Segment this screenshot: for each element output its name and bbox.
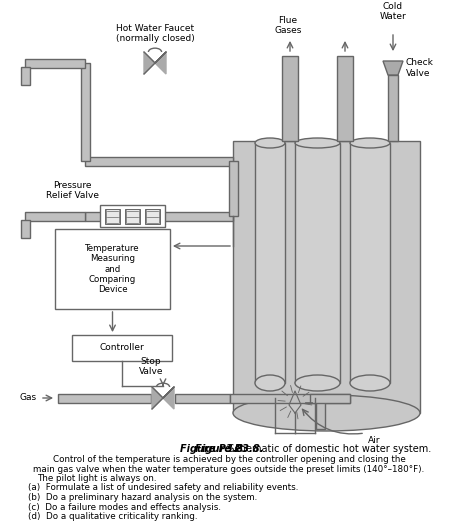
Bar (233, 141, 420, 413)
Text: Control of the temperature is achieved by the controller opening and closing the: Control of the temperature is achieved b… (53, 455, 405, 464)
Bar (315, 398, 325, 429)
Bar (21, 220, 29, 238)
Text: Pressure
Relief Valve: Pressure Relief Valve (45, 181, 99, 200)
Bar (350, 143, 390, 383)
Bar (25, 58, 85, 67)
Bar (337, 56, 353, 141)
Ellipse shape (255, 138, 285, 148)
Text: Controller: Controller (100, 344, 145, 353)
Bar (58, 393, 151, 402)
Text: (d)  Do a qualitative criticality ranking.: (d) Do a qualitative criticality ranking… (28, 512, 197, 521)
Text: (a)  Formulate a list of undesired safety and reliability events.: (a) Formulate a list of undesired safety… (28, 484, 298, 492)
Bar (105, 209, 120, 224)
Bar (175, 393, 230, 402)
Bar (295, 143, 340, 383)
Text: Schematic of domestic hot water system.: Schematic of domestic hot water system. (222, 444, 431, 454)
Bar (100, 205, 165, 227)
Text: Cold
Water: Cold Water (380, 2, 406, 21)
Text: Figure P3.8.: Figure P3.8. (180, 444, 247, 454)
Bar (230, 393, 350, 402)
Ellipse shape (350, 375, 390, 391)
Text: Figure P3.8.: Figure P3.8. (195, 444, 263, 454)
Bar (388, 75, 398, 141)
Bar (255, 143, 285, 383)
Bar (229, 161, 237, 216)
Bar (310, 393, 350, 402)
Bar (282, 56, 298, 141)
Text: main gas valve when the water temperature goes outside the preset limits (140°–1: main gas valve when the water temperatur… (34, 465, 425, 474)
Ellipse shape (350, 138, 390, 148)
Bar (72, 335, 172, 361)
Text: Figure P3.8.  Schematic of domestic hot water system.: Figure P3.8. Schematic of domestic hot w… (96, 444, 362, 454)
Bar (21, 67, 29, 85)
Text: Flue
Gases: Flue Gases (274, 15, 302, 35)
Bar (125, 209, 140, 224)
Text: Stop
Valve: Stop Valve (139, 357, 163, 376)
Text: (b)  Do a preliminary hazard analysis on the system.: (b) Do a preliminary hazard analysis on … (28, 493, 257, 502)
Text: The pilot light is always on.: The pilot light is always on. (37, 474, 157, 483)
Text: Hot Water Faucet
(normally closed): Hot Water Faucet (normally closed) (116, 23, 194, 43)
Polygon shape (144, 52, 155, 74)
Ellipse shape (295, 138, 340, 148)
Text: (c)  Do a failure modes and effects analysis.: (c) Do a failure modes and effects analy… (28, 502, 221, 511)
Bar (25, 211, 85, 220)
Ellipse shape (255, 375, 285, 391)
Bar (55, 229, 170, 309)
Bar (80, 63, 90, 161)
Text: Temperature
Measuring
and
Comparing
Device: Temperature Measuring and Comparing Devi… (85, 244, 140, 294)
Text: Gas: Gas (20, 392, 37, 401)
Polygon shape (152, 387, 163, 409)
Bar (85, 157, 233, 166)
Polygon shape (163, 387, 174, 409)
Text: Air: Air (368, 436, 381, 445)
Polygon shape (155, 52, 166, 74)
Bar (145, 209, 160, 224)
Ellipse shape (233, 395, 420, 431)
Ellipse shape (295, 375, 340, 391)
Text: Check
Valve: Check Valve (406, 58, 434, 78)
Bar (85, 211, 233, 220)
Polygon shape (383, 61, 403, 75)
